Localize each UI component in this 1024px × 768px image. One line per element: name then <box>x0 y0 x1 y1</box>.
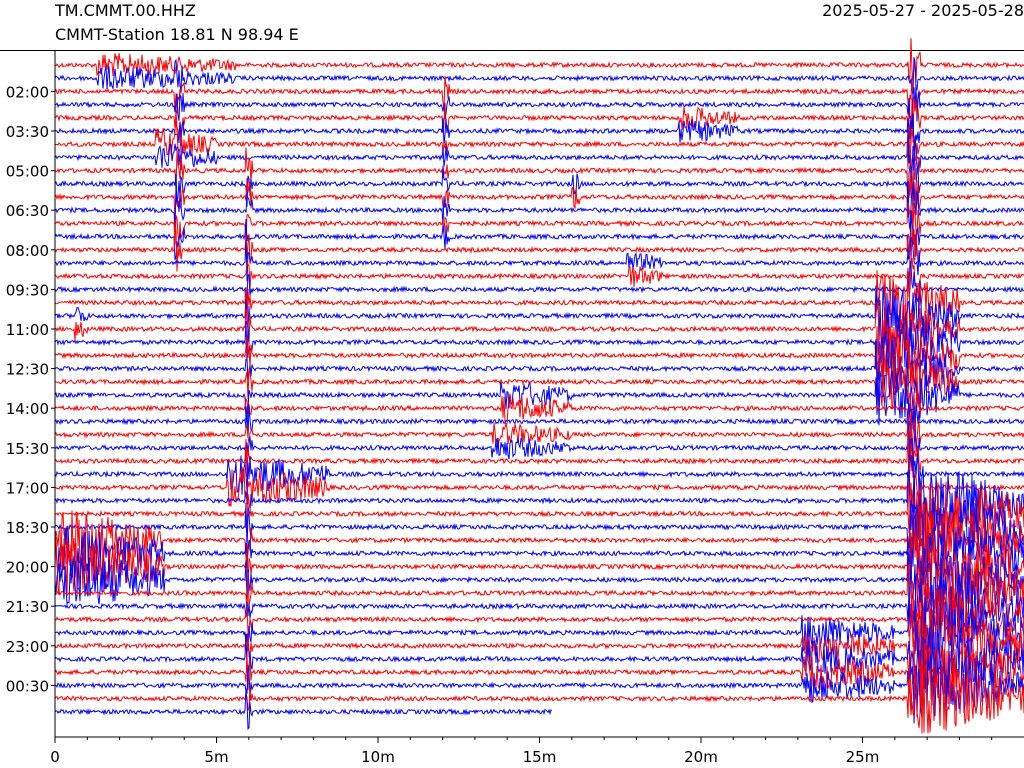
trace-line-34 <box>54 481 1024 551</box>
trace-line-31 <box>54 454 1024 495</box>
trace-line-36 <box>54 504 1024 577</box>
trace-line-19 <box>54 285 1024 347</box>
trace-line-25 <box>54 365 1024 426</box>
chart-title: TM.CMMT.00.HHZ <box>55 1 196 20</box>
trace-line-47 <box>55 650 1024 724</box>
trace-line-46 <box>54 637 1024 709</box>
trace-line-8 <box>54 147 1024 202</box>
trace-line-29 <box>54 420 1024 469</box>
y-tick-label: 06:30 <box>6 202 49 220</box>
y-tick-label: 21:30 <box>6 598 49 616</box>
trace-line-49 <box>54 688 553 731</box>
trace-line-39 <box>54 543 1024 619</box>
trace-line-7 <box>54 129 1024 183</box>
header-divider <box>0 50 1024 51</box>
y-tick-label: 17:00 <box>6 479 49 497</box>
y-tick-label: 23:00 <box>6 638 49 656</box>
y-tick-label: 08:00 <box>6 242 49 260</box>
trace-line-14 <box>54 224 1024 272</box>
trace-line-5 <box>54 113 1024 152</box>
trace-line-23 <box>54 336 1024 396</box>
trace-line-33 <box>54 466 1024 535</box>
station-subtitle: CMMT-Station 18.81 N 98.94 E <box>55 25 299 44</box>
trace-line-15 <box>54 237 1024 282</box>
trace-group <box>54 38 1024 734</box>
trace-line-44 <box>54 609 1024 676</box>
trace-line-10 <box>54 177 1024 222</box>
date-range: 2025-05-27 - 2025-05-28 <box>822 1 1024 20</box>
x-axis: 0 5m 10m 15m 20m 25m <box>50 736 1024 766</box>
trace-line-32 <box>54 456 1024 516</box>
trace-line-9 <box>54 165 1024 210</box>
trace-line-38 <box>54 529 1024 599</box>
trace-line-3 <box>54 84 1024 124</box>
y-tick-label: 02:00 <box>6 83 49 101</box>
trace-line-40 <box>54 560 1024 630</box>
trace-line-41 <box>54 572 1024 641</box>
y-tick-label: 18:30 <box>6 519 49 537</box>
trace-line-12 <box>54 202 1024 245</box>
trace-line-20 <box>54 301 1024 361</box>
x-tick-label: 5m <box>204 748 228 766</box>
y-tick-label: 15:30 <box>6 440 49 458</box>
y-tick-label: 12:30 <box>6 361 49 379</box>
y-tick-label: 05:00 <box>6 163 49 181</box>
trace-line-16 <box>54 257 1024 298</box>
y-axis: 02:00 03:30 05:00 06:30 08:00 09:30 11:00 12:30… <box>6 51 56 737</box>
x-tick-label: 25m <box>846 748 880 766</box>
trace-line-28 <box>54 408 1024 466</box>
x-tick-label: 20m <box>684 748 718 766</box>
trace-line-17 <box>54 260 1024 314</box>
x-tick-label: 15m <box>523 748 557 766</box>
trace-line-48 <box>54 664 1024 734</box>
x-tick-label: 0 <box>50 748 60 766</box>
trace-line-11 <box>54 180 1024 230</box>
trace-line-37 <box>54 514 1024 588</box>
trace-line-18 <box>54 270 1024 332</box>
trace-line-4 <box>54 97 1024 146</box>
y-tick-label: 00:30 <box>6 677 49 695</box>
trace-line-2 <box>54 75 1024 121</box>
trace-line-0 <box>54 38 1024 83</box>
y-tick-label: 14:00 <box>6 400 49 418</box>
y-tick-label: 11:00 <box>6 321 49 339</box>
trace-line-30 <box>54 429 1024 486</box>
trace-line-26 <box>54 390 1024 441</box>
trace-line-1 <box>54 57 1024 95</box>
trace-line-35 <box>54 492 1024 564</box>
y-tick-label: 03:30 <box>6 123 49 141</box>
trace-line-27 <box>54 401 1024 441</box>
trace-line-24 <box>54 354 1024 410</box>
trace-line-21 <box>54 315 1024 370</box>
y-tick-label: 09:30 <box>6 281 49 299</box>
y-tick-label: 20:00 <box>6 559 49 577</box>
trace-line-13 <box>54 209 1024 261</box>
trace-line-6 <box>54 121 1024 169</box>
x-tick-label: 10m <box>361 748 395 766</box>
trace-line-45 <box>54 625 1024 697</box>
trace-line-43 <box>54 597 1024 667</box>
trace-line-22 <box>54 325 1024 383</box>
trace-line-42 <box>54 583 1024 655</box>
